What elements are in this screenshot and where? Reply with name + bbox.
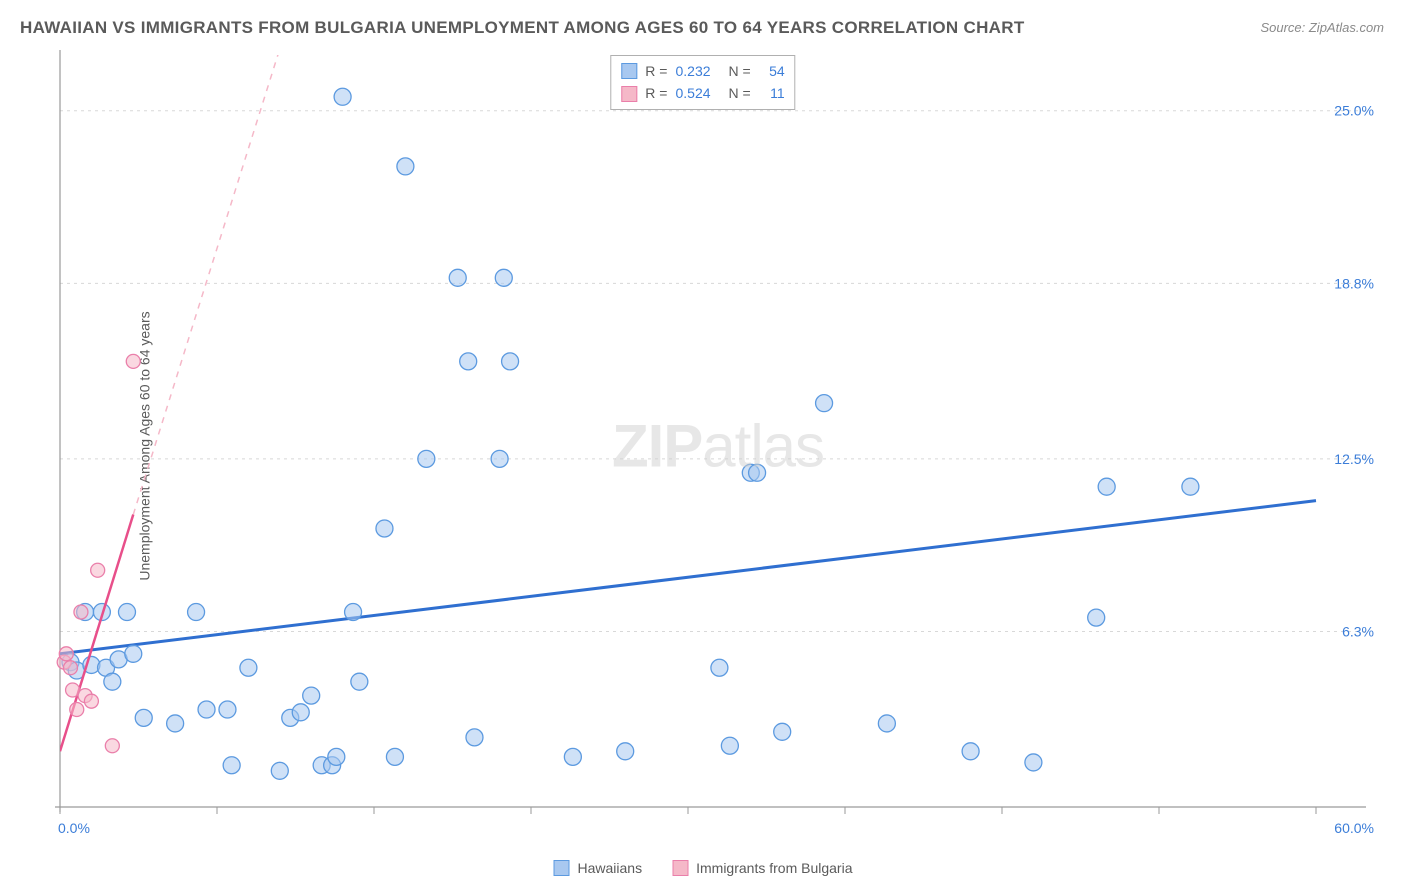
- data-point: [59, 647, 73, 661]
- data-point: [1025, 754, 1042, 771]
- stats-legend-box: R = 0.232 N = 54 R = 0.524 N = 11: [610, 55, 795, 110]
- trend-line: [60, 515, 133, 752]
- data-point: [167, 715, 184, 732]
- data-point: [711, 659, 728, 676]
- stats-r-label: R =: [645, 82, 667, 104]
- data-point: [749, 464, 766, 481]
- chart-title: HAWAIIAN VS IMMIGRANTS FROM BULGARIA UNE…: [20, 18, 1025, 38]
- stats-row: R = 0.232 N = 54: [621, 60, 784, 82]
- x-max-label: 60.0%: [1334, 820, 1374, 836]
- data-point: [223, 757, 240, 774]
- data-point: [345, 604, 362, 621]
- data-point: [105, 739, 119, 753]
- bottom-legend: Hawaiians Immigrants from Bulgaria: [554, 860, 853, 876]
- data-point: [74, 605, 88, 619]
- data-point: [351, 673, 368, 690]
- y-tick-label: 6.3%: [1342, 624, 1374, 640]
- data-point: [386, 748, 403, 765]
- data-point: [63, 661, 77, 675]
- data-point: [495, 269, 512, 286]
- data-point: [292, 704, 309, 721]
- source-label: Source: ZipAtlas.com: [1260, 20, 1384, 35]
- y-tick-label: 12.5%: [1334, 451, 1374, 467]
- scatter-chart: 6.3% 12.5% 18.8% 25.0% 0.0% 60.0%: [50, 50, 1386, 842]
- legend-swatch: [672, 860, 688, 876]
- data-point: [418, 450, 435, 467]
- data-point: [466, 729, 483, 746]
- y-tick-label: 25.0%: [1334, 103, 1374, 119]
- data-point: [721, 737, 738, 754]
- data-point: [66, 683, 80, 697]
- stats-row: R = 0.524 N = 11: [621, 82, 784, 104]
- data-point: [328, 748, 345, 765]
- data-point: [118, 604, 135, 621]
- data-point: [449, 269, 466, 286]
- data-point: [126, 354, 140, 368]
- stats-r-value: 0.524: [675, 82, 710, 104]
- trend-line: [60, 501, 1316, 654]
- stats-n-value: 11: [759, 82, 785, 104]
- chart-area: 6.3%12.5%18.8%25.0%0.0%60.0% ZIPatlas: [50, 50, 1386, 842]
- data-point: [91, 563, 105, 577]
- stats-n-label: N =: [729, 60, 751, 82]
- legend-item: Hawaiians: [554, 860, 643, 876]
- stats-swatch: [621, 63, 637, 79]
- data-point: [198, 701, 215, 718]
- data-point: [878, 715, 895, 732]
- data-point: [397, 158, 414, 175]
- data-point: [1088, 609, 1105, 626]
- legend-item: Immigrants from Bulgaria: [672, 860, 852, 876]
- stats-n-value: 54: [759, 60, 785, 82]
- data-point: [84, 694, 98, 708]
- data-point: [334, 88, 351, 105]
- data-point: [135, 709, 152, 726]
- stats-r-label: R =: [645, 60, 667, 82]
- y-tick-label: 18.8%: [1334, 275, 1374, 291]
- legend-label: Hawaiians: [578, 860, 643, 876]
- stats-n-label: N =: [729, 82, 751, 104]
- data-point: [564, 748, 581, 765]
- stats-r-value: 0.232: [675, 60, 710, 82]
- data-point: [617, 743, 634, 760]
- data-point: [1098, 478, 1115, 495]
- data-point: [460, 353, 477, 370]
- trend-line-ext: [133, 50, 321, 515]
- data-point: [491, 450, 508, 467]
- legend-label: Immigrants from Bulgaria: [696, 860, 852, 876]
- data-point: [104, 673, 121, 690]
- stats-swatch: [621, 86, 637, 102]
- data-point: [188, 604, 205, 621]
- data-point: [70, 703, 84, 717]
- x-min-label: 0.0%: [58, 820, 90, 836]
- data-point: [303, 687, 320, 704]
- data-point: [962, 743, 979, 760]
- data-point: [219, 701, 236, 718]
- data-point: [240, 659, 257, 676]
- data-point: [1182, 478, 1199, 495]
- legend-swatch: [554, 860, 570, 876]
- data-point: [502, 353, 519, 370]
- data-point: [376, 520, 393, 537]
- data-point: [774, 723, 791, 740]
- data-point: [816, 395, 833, 412]
- data-point: [125, 645, 142, 662]
- data-point: [271, 762, 288, 779]
